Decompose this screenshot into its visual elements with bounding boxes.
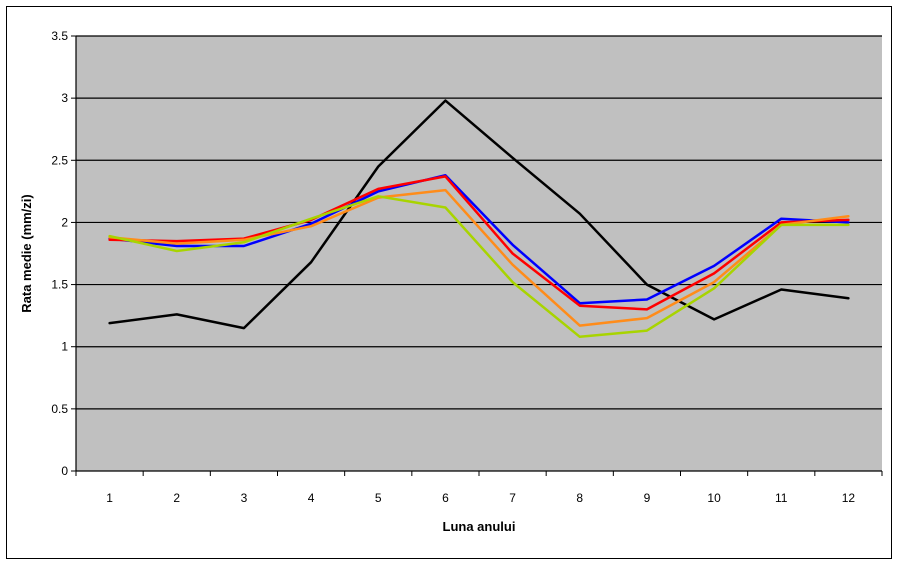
x-tick-label: 7: [509, 491, 516, 505]
y-tick-label: 1: [61, 340, 68, 354]
series-line-3: [108, 175, 850, 311]
grid-lines: [76, 35, 882, 410]
x-tick-label: 8: [576, 491, 583, 505]
y-tick-label: 3: [61, 91, 68, 105]
axes: [75, 36, 883, 476]
series-line-4: [108, 188, 850, 327]
x-tick-label: 1: [106, 491, 113, 505]
x-tick-labels: 1 2 3 4 5 6 7 8 9 10 11 12: [106, 491, 855, 505]
y-tick-label: 2: [61, 215, 68, 229]
x-tick-label: 2: [173, 491, 180, 505]
y-tick-label: 0.5: [51, 402, 68, 416]
y-axis-title: Rata medie (mm/zi): [19, 194, 34, 312]
x-tick-label: 6: [442, 491, 449, 505]
y-tick-labels: 0 0.5 1 1.5 2 2.5 3 3.5: [51, 29, 76, 478]
x-tick-label: 4: [308, 491, 315, 505]
series-line-5: [108, 195, 850, 339]
x-tick-label: 12: [842, 491, 856, 505]
x-tick-label: 9: [644, 491, 651, 505]
x-axis-title: Luna anului: [443, 519, 516, 534]
y-tick-label: 0: [61, 464, 68, 478]
series-line-2: [108, 173, 850, 305]
x-tick-label: 11: [775, 491, 788, 505]
series-lines: [108, 99, 850, 339]
series-line-1: [108, 99, 850, 330]
x-tick-label: 10: [707, 491, 721, 505]
y-tick-label: 2.5: [51, 153, 68, 167]
y-tick-label: 1.5: [51, 278, 68, 292]
x-tick-label: 5: [375, 491, 382, 505]
y-tick-label: 3.5: [51, 29, 68, 43]
x-tick-label: 3: [241, 491, 248, 505]
plot-area: [76, 36, 882, 471]
